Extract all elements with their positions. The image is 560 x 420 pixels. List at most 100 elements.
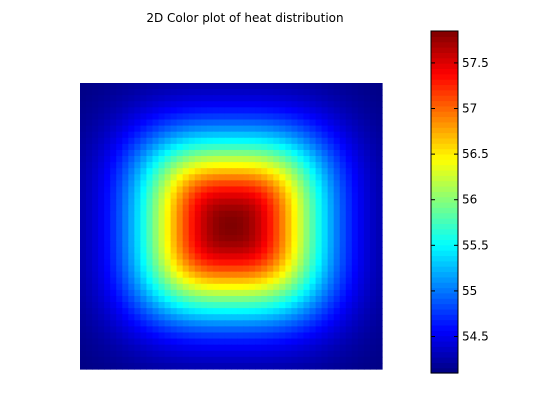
heatmap-cell xyxy=(297,101,305,108)
heatmap-cell xyxy=(128,326,135,334)
heatmap-cell xyxy=(92,308,99,315)
colorbar-segment xyxy=(431,319,458,326)
heatmap-cell xyxy=(237,241,244,248)
heatmap-cell xyxy=(218,283,226,291)
heatmap-cell xyxy=(303,302,311,309)
heatmap-cell xyxy=(351,113,359,121)
heatmap-cell xyxy=(345,350,353,358)
heatmap-cell xyxy=(333,253,341,261)
heatmap-cell xyxy=(164,308,172,315)
heatmap-cell xyxy=(291,174,299,181)
heatmap-cell xyxy=(351,186,359,194)
heatmap-cell xyxy=(297,271,305,279)
heatmap-cell xyxy=(98,344,105,352)
heatmap-cell xyxy=(333,192,341,200)
heatmap-cell xyxy=(206,119,214,127)
heatmap-cell xyxy=(321,192,329,200)
heatmap-cell xyxy=(261,265,268,273)
heatmap-cell xyxy=(80,326,87,334)
heatmap-cell xyxy=(273,162,280,169)
heatmap-cell xyxy=(170,332,178,340)
heatmap-cell xyxy=(333,174,341,181)
heatmap-cell xyxy=(212,314,220,321)
heatmap-cell xyxy=(206,156,214,163)
heatmap-cell xyxy=(345,222,353,230)
heatmap-cell xyxy=(92,259,99,267)
heatmap-cell xyxy=(146,119,154,127)
heatmap-cell xyxy=(206,210,214,218)
heatmap-cell xyxy=(170,283,178,291)
heatmap-cell xyxy=(363,180,371,188)
heatmap-cell xyxy=(309,119,317,127)
heatmap-cell xyxy=(339,289,347,297)
heatmap-cell xyxy=(194,265,202,273)
heatmap-cell xyxy=(369,289,377,297)
heatmap-cell xyxy=(375,119,383,127)
heatmap-cell xyxy=(146,174,154,181)
heatmap-cell xyxy=(194,107,202,115)
heatmap-cell xyxy=(116,289,123,297)
heatmap-cell xyxy=(231,265,238,273)
heatmap-cell xyxy=(140,320,148,328)
heatmap-cell xyxy=(303,107,311,115)
heatmap-cell xyxy=(176,119,184,127)
colorbar-segment xyxy=(431,47,458,53)
heatmap-cell xyxy=(80,107,87,115)
heatmap-cell xyxy=(176,149,184,157)
heatmap-cell xyxy=(134,119,141,127)
heatmap-cell xyxy=(104,271,111,279)
heatmap-cell xyxy=(255,314,262,321)
heatmap-cell xyxy=(140,289,148,297)
heatmap-cell xyxy=(309,259,317,267)
heatmap-cell xyxy=(80,198,87,206)
heatmap-cell xyxy=(273,168,280,175)
heatmap-cell xyxy=(333,143,341,151)
heatmap-cell xyxy=(357,89,365,96)
heatmap-cell xyxy=(146,326,154,334)
heatmap-cell xyxy=(249,271,256,279)
heatmap-cell xyxy=(297,149,305,157)
heatmap-cell xyxy=(92,362,99,370)
heatmap-cell xyxy=(339,222,347,230)
heatmap-cell xyxy=(273,204,280,212)
heatmap-cell xyxy=(249,356,256,364)
heatmap-cell xyxy=(182,131,190,139)
heatmap-cell xyxy=(188,259,196,267)
heatmap-cell xyxy=(86,156,93,163)
heatmap-cell xyxy=(86,168,93,175)
heatmap-cell xyxy=(339,344,347,352)
heatmap-cell xyxy=(146,283,154,291)
heatmap-cell xyxy=(110,247,117,254)
heatmap-cell xyxy=(206,241,214,248)
heatmap-cell xyxy=(357,308,365,315)
heatmap-cell xyxy=(194,131,202,139)
heatmap-cell xyxy=(333,247,341,254)
heatmap-cell xyxy=(309,149,317,157)
heatmap-cell xyxy=(218,314,226,321)
heatmap-cell xyxy=(303,83,311,90)
heatmap-cell xyxy=(315,89,323,96)
heatmap-cell xyxy=(128,247,135,254)
heatmap-cell xyxy=(261,168,268,175)
heatmap-cell xyxy=(104,308,111,315)
heatmap-cell xyxy=(369,204,377,212)
heatmap-cell xyxy=(231,101,238,108)
heatmap-cell xyxy=(104,289,111,297)
heatmap-cell xyxy=(158,289,166,297)
heatmap-cell xyxy=(98,338,105,346)
heatmap-cell xyxy=(146,259,154,267)
heatmap-cell xyxy=(255,162,262,169)
heatmap-cell xyxy=(273,277,280,285)
heatmap-cell xyxy=(140,356,148,364)
heatmap-cell xyxy=(158,222,166,230)
heatmap-cell xyxy=(261,235,268,242)
heatmap-cell xyxy=(321,222,329,230)
colorbar xyxy=(431,31,458,374)
heatmap-cell xyxy=(255,356,262,364)
heatmap-cell xyxy=(110,289,117,297)
heatmap-cell xyxy=(140,101,148,108)
heatmap-cell xyxy=(243,241,250,248)
heatmap-cell xyxy=(212,204,220,212)
heatmap-cell xyxy=(339,180,347,188)
heatmap-cell xyxy=(333,156,341,163)
